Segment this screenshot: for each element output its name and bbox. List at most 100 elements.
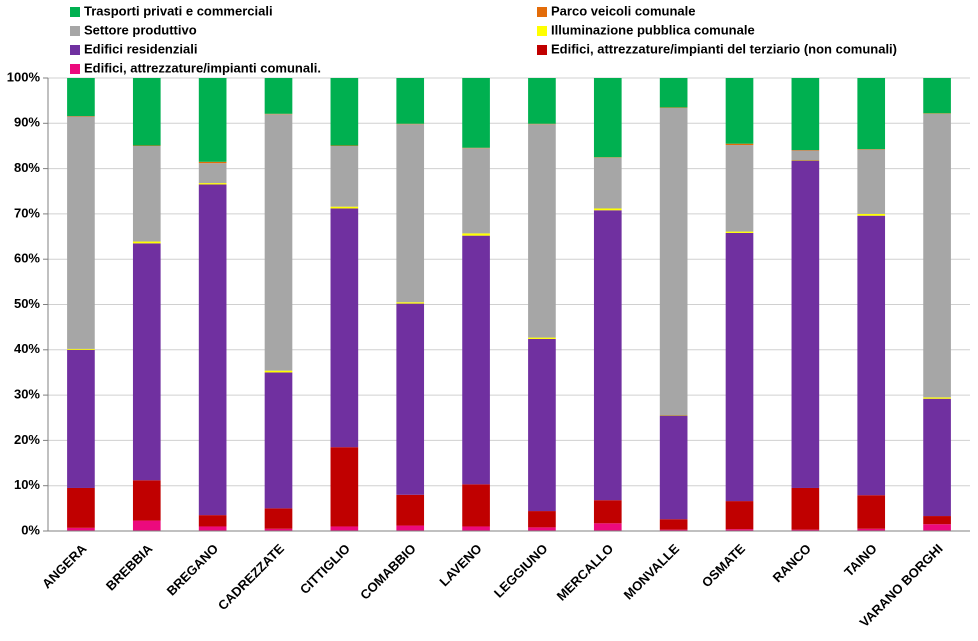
legend-label: Edifici, attrezzature/impianti comunali. bbox=[84, 60, 321, 75]
legend-label: Edifici residenziali bbox=[84, 41, 197, 56]
legend-swatch bbox=[537, 26, 547, 36]
bar-segment bbox=[923, 113, 951, 398]
y-tick-label: 100% bbox=[7, 69, 41, 84]
bar-segment bbox=[462, 233, 490, 236]
bar-segment bbox=[659, 78, 688, 108]
bar-segment bbox=[857, 213, 886, 216]
x-tick-label: LAVENO bbox=[436, 541, 484, 589]
bar-segment bbox=[264, 528, 293, 531]
bar-segment bbox=[132, 78, 161, 146]
bar-segment bbox=[857, 78, 886, 150]
bar-segment bbox=[857, 215, 886, 496]
bar-segment bbox=[725, 232, 754, 502]
bar-segment bbox=[593, 157, 622, 209]
bar-segment bbox=[725, 529, 754, 531]
y-tick-label: 50% bbox=[14, 296, 40, 311]
bar-segment bbox=[462, 484, 490, 527]
bar-segment bbox=[593, 523, 622, 531]
bar-segment bbox=[132, 520, 161, 531]
bar-segment bbox=[923, 398, 951, 517]
y-tick-label: 40% bbox=[14, 341, 40, 356]
bar-segment bbox=[659, 415, 688, 520]
bar-segment bbox=[132, 480, 161, 521]
bar-segment bbox=[67, 348, 95, 350]
legend-label: Illuminazione pubblica comunale bbox=[551, 22, 755, 37]
bar-segment bbox=[923, 78, 951, 114]
bar-segment bbox=[198, 78, 227, 162]
bar-segment bbox=[593, 78, 622, 158]
bar-segment bbox=[791, 78, 820, 151]
bar-segment bbox=[396, 525, 425, 531]
bar-segment bbox=[264, 370, 293, 373]
bar-segment bbox=[396, 302, 425, 304]
bar-segment bbox=[198, 183, 227, 185]
bar-segment bbox=[857, 495, 886, 529]
y-tick-label: 0% bbox=[21, 522, 40, 537]
bar-segment bbox=[528, 511, 556, 528]
bar-segment bbox=[264, 114, 293, 371]
bar-segment bbox=[132, 241, 161, 244]
bar-segment bbox=[857, 528, 886, 531]
bar-segment bbox=[330, 526, 359, 531]
x-tick-label: OSMATE bbox=[699, 541, 748, 590]
legend-swatch bbox=[70, 26, 80, 36]
y-tick-label: 20% bbox=[14, 432, 40, 447]
bar-segment bbox=[132, 145, 161, 242]
legend-swatch bbox=[537, 7, 547, 17]
bar-segment bbox=[67, 78, 95, 117]
bar-segment bbox=[923, 524, 951, 531]
bar-segment bbox=[593, 208, 622, 211]
bar-segment bbox=[330, 145, 359, 207]
bar-segment bbox=[791, 150, 820, 160]
bar-segment bbox=[593, 500, 622, 524]
bar-segment bbox=[659, 519, 688, 530]
bar-segment bbox=[396, 494, 425, 526]
bar-segment bbox=[923, 516, 951, 525]
bar-segment bbox=[264, 508, 293, 529]
x-tick-label: CADREZZATE bbox=[215, 541, 287, 613]
legend-swatch bbox=[70, 7, 80, 17]
x-tick-label: MERCALLO bbox=[554, 541, 617, 604]
bar-segment bbox=[462, 148, 490, 234]
bar-segment bbox=[725, 145, 754, 232]
bar-segment bbox=[725, 231, 754, 233]
legend-label: Trasporti privati e commerciali bbox=[84, 3, 273, 18]
x-tick-label: BREBBIA bbox=[103, 541, 156, 594]
bar-segment bbox=[330, 206, 359, 209]
bar-segment bbox=[528, 124, 556, 338]
bar-segment bbox=[725, 78, 754, 144]
bar-segment bbox=[198, 184, 227, 516]
x-tick-label: COMABBIO bbox=[357, 541, 419, 603]
bar-segment bbox=[528, 527, 556, 531]
bar-segment bbox=[791, 160, 820, 488]
legend-label: Settore produttivo bbox=[84, 22, 197, 37]
bar-segment bbox=[593, 210, 622, 501]
bar-segment bbox=[330, 78, 359, 146]
bar-segment bbox=[67, 527, 95, 531]
bar-segment bbox=[396, 78, 425, 124]
bar-segment bbox=[791, 487, 820, 530]
bar-segment bbox=[462, 526, 490, 531]
bar-segment bbox=[528, 337, 556, 339]
bar-segment bbox=[462, 78, 490, 148]
bar-segment bbox=[725, 143, 754, 146]
bar-segment bbox=[659, 107, 688, 416]
bar-segment bbox=[923, 397, 951, 399]
x-tick-label: RANCO bbox=[770, 541, 814, 585]
bar-segment bbox=[264, 372, 293, 509]
bar-segment bbox=[264, 78, 293, 114]
y-tick-label: 90% bbox=[14, 115, 40, 130]
bar-segment bbox=[791, 529, 820, 531]
x-tick-label: CITTIGLIO bbox=[297, 541, 353, 597]
bar-segment bbox=[528, 78, 556, 124]
x-tick-label: LEGGIUNO bbox=[491, 541, 551, 601]
bar-segment bbox=[198, 515, 227, 527]
y-tick-label: 30% bbox=[14, 387, 40, 402]
bar-segment bbox=[528, 338, 556, 512]
x-tick-label: TAINO bbox=[841, 541, 880, 580]
legend-label: Parco veicoli comunale bbox=[551, 3, 696, 18]
bar-segment bbox=[725, 501, 754, 530]
legend-label: Edifici, attrezzature/impianti del terzi… bbox=[551, 41, 897, 56]
bar-segment bbox=[462, 235, 490, 485]
